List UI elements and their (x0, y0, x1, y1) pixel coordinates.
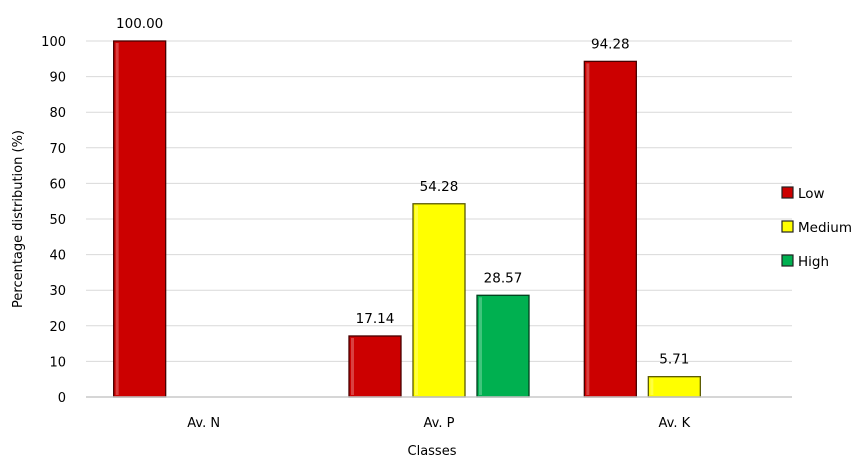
y-tick-label: 60 (49, 177, 66, 192)
bar-high (476, 294, 530, 398)
y-tick-label: 40 (49, 249, 66, 264)
data-label: 94.28 (591, 36, 630, 52)
y-tick-label: 30 (49, 284, 66, 299)
legend-label: Medium (798, 220, 852, 236)
y-tick-label: 20 (49, 320, 66, 335)
x-axis-title: Classes (408, 444, 457, 459)
bar-low (348, 335, 402, 398)
bar-medium (412, 203, 466, 398)
y-tick-label: 10 (49, 355, 66, 370)
y-tick-label: 0 (58, 391, 66, 406)
bar-medium (647, 376, 701, 398)
bar-highlight (415, 205, 418, 395)
y-tick-label: 70 (49, 142, 66, 157)
legend-label: High (798, 254, 829, 270)
legend-swatch (781, 220, 794, 233)
bar-low (583, 60, 637, 398)
data-label: 5.71 (659, 352, 689, 368)
x-tick-label: Av. P (424, 416, 455, 431)
bar-highlight (115, 43, 119, 395)
data-labels: 100.00 17.14 54.28 28.57 94.28 5.71 (116, 16, 689, 368)
legend-label: Low (798, 186, 825, 202)
legend-item-high: High (781, 254, 829, 270)
legend-swatch (781, 254, 794, 267)
bar-highlight (479, 297, 482, 395)
axes: 0 10 20 30 40 50 60 70 80 90 100 Av. N Av. P Av. K (41, 35, 792, 431)
bar-highlight (351, 337, 354, 395)
y-axis-title: Percentage distribution (%) (11, 130, 26, 308)
y-tick-label: 90 (49, 71, 66, 86)
y-tick-label: 100 (41, 35, 66, 50)
bar-highlight (586, 63, 590, 396)
y-tick-label: 50 (49, 213, 66, 228)
data-label: 17.14 (356, 311, 395, 327)
legend: Low Medium High (781, 186, 852, 270)
legend-item-low: Low (781, 186, 825, 202)
bar-low (113, 40, 167, 398)
legend-swatch (781, 186, 794, 199)
x-tick-label: Av. N (187, 416, 220, 431)
x-tick-label: Av. K (659, 416, 691, 431)
y-tick-label: 80 (49, 106, 66, 121)
data-label: 54.28 (420, 179, 459, 195)
legend-item-medium: Medium (781, 220, 852, 236)
bar-highlight (650, 378, 654, 395)
data-label: 100.00 (116, 16, 163, 32)
bars (113, 40, 701, 398)
data-label: 28.57 (484, 270, 523, 286)
